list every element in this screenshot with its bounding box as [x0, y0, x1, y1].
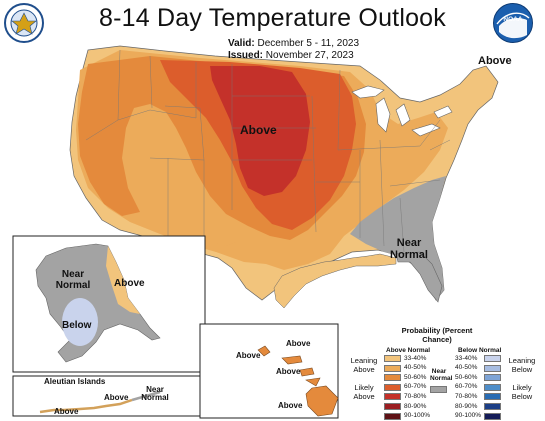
legend-above-header: Above Normal: [386, 347, 431, 354]
aleutian-above-2-label: Above: [104, 393, 129, 402]
valid-label: Valid: December 5 - 11, 2023: [228, 38, 359, 49]
hawaii-islands: [257, 345, 339, 417]
gulf-coast-region: [273, 253, 397, 309]
legend-leaning-above: Leaning Above: [350, 356, 378, 374]
hawaii-above-2-label: Above: [236, 351, 261, 360]
legend-below-swatch: [484, 374, 501, 382]
legend-likely-below: Likely Below: [511, 383, 533, 401]
legend-likely-above: Likely Above: [353, 383, 375, 401]
legend-below-swatch: [484, 412, 501, 420]
legend-above-bin-label: 80-90%: [404, 402, 427, 410]
noaa-logo-icon: NOAA: [493, 3, 533, 43]
legend-below-bin-label: 90-100%: [455, 412, 482, 420]
aleutian-chain: [39, 398, 133, 414]
state-boundaries: [85, 49, 451, 253]
legend-below-bin-label: 70-80%: [455, 392, 478, 400]
legend-below-bin-label: 33-40%: [455, 354, 478, 362]
issued-label: Issued: November 27, 2023: [228, 50, 354, 61]
legend-below-header: Below Normal: [458, 347, 502, 354]
legend-above-swatch: [384, 412, 401, 420]
legend-below-swatch: [484, 383, 501, 391]
great-lakes: [351, 85, 453, 137]
hawaii-above-4-label: Above: [278, 401, 303, 410]
aleutian-near-normal-label: Near Normal: [141, 385, 169, 403]
issued-date: November 27, 2023: [265, 50, 354, 61]
issued-label-text: Issued:: [228, 50, 264, 61]
legend-above-swatch: [384, 364, 401, 372]
legend-above-swatch: [384, 374, 401, 382]
legend-near-header: Near Normal: [430, 368, 453, 382]
alaska-above-label: Above: [114, 278, 145, 289]
alaska-below-label: Below: [62, 320, 92, 331]
legend-above-bin-label: 40-50%: [404, 364, 427, 372]
valid-label-text: Valid:: [228, 38, 255, 49]
legend-above-bin-label: 60-70%: [404, 383, 427, 391]
legend-below-bin-label: 50-60%: [455, 373, 478, 381]
dept-of-commerce-seal-icon: [4, 3, 44, 43]
noaa-logo-text: NOAA: [503, 16, 522, 23]
above-70-80-region: [210, 66, 310, 196]
legend-above-bin-label: 33-40%: [404, 354, 427, 362]
legend-below-swatch: [484, 393, 501, 401]
legend-below-swatch: [484, 355, 501, 362]
valid-date: December 5 - 11, 2023: [257, 38, 360, 49]
legend-above-swatch: [384, 383, 401, 391]
legend-above-swatch: [384, 393, 401, 401]
legend-above-bin-label: 90-100%: [404, 412, 431, 420]
alaska-above-region: [106, 246, 140, 314]
legend-above-swatch: [384, 403, 401, 410]
legend-above-bin-label: 50-60%: [404, 373, 427, 381]
aleutian-near-normal-segment: [131, 390, 161, 402]
hawaii-inset-frame: [199, 323, 339, 419]
legend-title: Probability (Percent Chance): [401, 326, 473, 344]
legend-below-swatch: [484, 364, 501, 372]
aleutian-title: Aleutian Islands: [44, 377, 106, 386]
legend-near-normal-swatch: [430, 386, 447, 393]
legend-below-bin-label: 60-70%: [455, 383, 478, 391]
hawaii-above-3-label: Above: [276, 367, 301, 376]
legend-below-swatch: [484, 403, 501, 410]
legend-above-bin-label: 70-80%: [404, 392, 427, 400]
alaska-below-region: [62, 298, 98, 346]
great-basin-lighter-region: [128, 108, 236, 246]
southeast-near-normal-label: Near Normal: [390, 237, 428, 261]
legend-leaning-below: Leaning Below: [508, 356, 536, 374]
aleutian-above-1-label: Above: [54, 407, 79, 416]
hawaii-above-1-label: Above: [286, 339, 311, 348]
northeast-above-label: Above: [478, 55, 512, 67]
map-title: 8-14 Day Temperature Outlook: [99, 4, 446, 32]
legend-below-bin-label: 80-90%: [455, 402, 478, 410]
conus-above-label: Above: [240, 123, 277, 137]
legend-below-bin-label: 40-50%: [455, 364, 478, 372]
legend-above-swatch: [384, 355, 401, 362]
alaska-near-normal-label: Near Normal: [55, 269, 91, 291]
florida-region: [395, 251, 443, 303]
